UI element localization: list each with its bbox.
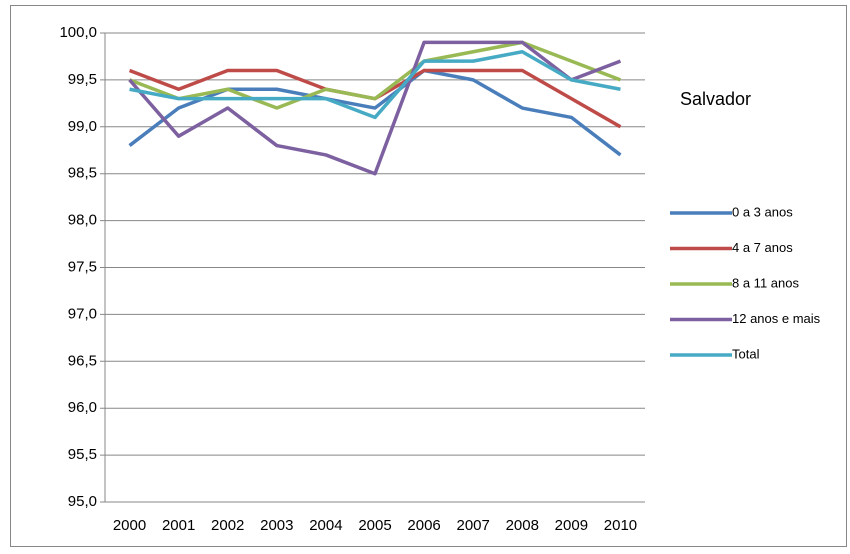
x-tick-label: 2001 — [162, 517, 195, 534]
chart-border — [10, 5, 847, 547]
legend-label: 0 a 3 anos — [732, 204, 793, 219]
x-tick-label: 2009 — [555, 517, 588, 534]
y-tick-label: 95,0 — [68, 493, 97, 510]
x-tick-label: 2004 — [309, 517, 342, 534]
x-tick-label: 2002 — [211, 517, 244, 534]
y-tick-label: 98,5 — [68, 165, 97, 182]
x-tick-label: 2008 — [506, 517, 539, 534]
legend-label: Total — [732, 346, 760, 361]
series-line — [128, 40, 622, 110]
y-tick-label: 97,5 — [68, 258, 97, 275]
x-tick-label: 2007 — [456, 517, 489, 534]
x-tick-label: 2000 — [113, 517, 146, 534]
legend-label: 8 a 11 anos — [732, 275, 799, 290]
x-tick-label: 2006 — [407, 517, 440, 534]
y-tick-label: 96,5 — [68, 352, 97, 369]
y-tick-label: 97,0 — [68, 305, 97, 322]
x-tick-label: 2005 — [358, 517, 391, 534]
y-tick-label: 95,5 — [68, 446, 97, 463]
y-tick-label: 99,0 — [68, 118, 97, 135]
chart-title: Salvador — [680, 89, 751, 109]
legend-label: 4 a 7 anos — [732, 240, 793, 255]
y-tick-label: 96,0 — [68, 399, 97, 416]
series-line — [128, 68, 622, 157]
series-line — [129, 50, 621, 120]
series-line — [128, 40, 622, 176]
y-tick-label: 100,0 — [59, 24, 97, 41]
y-tick-label: 98,0 — [68, 212, 97, 229]
legend-label: 12 anos e mais — [732, 311, 821, 326]
y-tick-label: 99,5 — [68, 71, 97, 88]
x-tick-label: 2003 — [260, 517, 293, 534]
x-tick-label: 2010 — [604, 517, 637, 534]
